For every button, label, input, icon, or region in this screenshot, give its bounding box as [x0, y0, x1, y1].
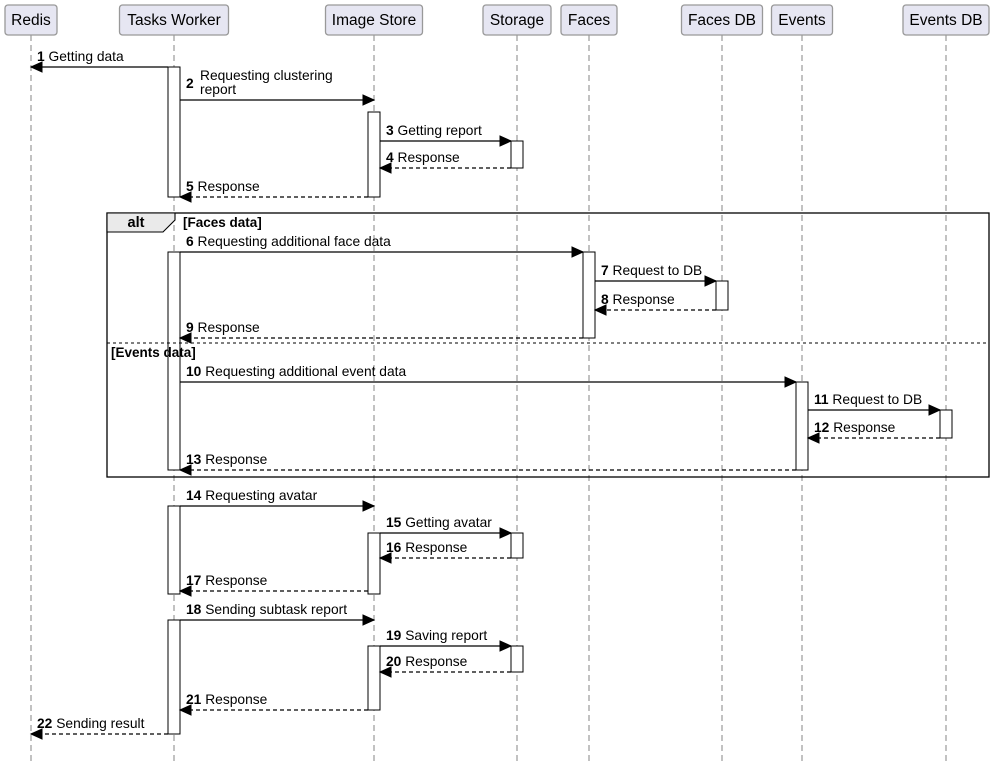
svg-text:5 Response: 5 Response: [186, 179, 260, 194]
svg-text:18 Sending subtask report: 18 Sending subtask report: [186, 602, 347, 617]
svg-text:12 Response: 12 Response: [814, 420, 896, 435]
svg-text:Tasks Worker: Tasks Worker: [127, 12, 221, 29]
svg-text:13 Response: 13 Response: [186, 452, 268, 467]
svg-text:Events: Events: [778, 12, 826, 29]
svg-text:Requesting clustering: Requesting clustering: [200, 68, 333, 83]
svg-text:6 Requesting additional face d: 6 Requesting additional face data: [186, 234, 391, 249]
svg-text:10 Requesting additional event: 10 Requesting additional event data: [186, 364, 406, 379]
svg-text:3 Getting report: 3 Getting report: [386, 123, 482, 138]
svg-text:14 Requesting avatar: 14 Requesting avatar: [186, 488, 318, 503]
svg-text:8 Response: 8 Response: [601, 292, 675, 307]
svg-text:Faces DB: Faces DB: [688, 12, 756, 29]
svg-text:[Faces data]: [Faces data]: [183, 215, 262, 230]
svg-text:Storage: Storage: [490, 12, 544, 29]
svg-text:2: 2: [186, 76, 194, 91]
svg-text:21 Response: 21 Response: [186, 692, 268, 707]
svg-text:9 Response: 9 Response: [186, 320, 260, 335]
svg-text:19 Saving report: 19 Saving report: [386, 628, 487, 643]
svg-text:alt: alt: [128, 215, 145, 231]
svg-text:1 Getting data: 1 Getting data: [37, 49, 124, 64]
svg-text:11 Request to DB: 11 Request to DB: [814, 392, 922, 407]
svg-text:[Events data]: [Events data]: [111, 345, 196, 360]
svg-text:16 Response: 16 Response: [386, 540, 468, 555]
svg-text:22 Sending result: 22 Sending result: [37, 716, 145, 731]
svg-text:4 Response: 4 Response: [386, 150, 460, 165]
svg-text:Faces: Faces: [568, 12, 610, 29]
svg-text:Redis: Redis: [11, 12, 51, 29]
svg-text:Image Store: Image Store: [332, 12, 416, 29]
svg-text:7 Request to DB: 7 Request to DB: [601, 263, 702, 278]
svg-text:20 Response: 20 Response: [386, 654, 468, 669]
svg-text:Events DB: Events DB: [909, 12, 982, 29]
svg-text:15 Getting avatar: 15 Getting avatar: [386, 515, 492, 530]
svg-text:report: report: [200, 82, 236, 97]
svg-text:17 Response: 17 Response: [186, 573, 268, 588]
